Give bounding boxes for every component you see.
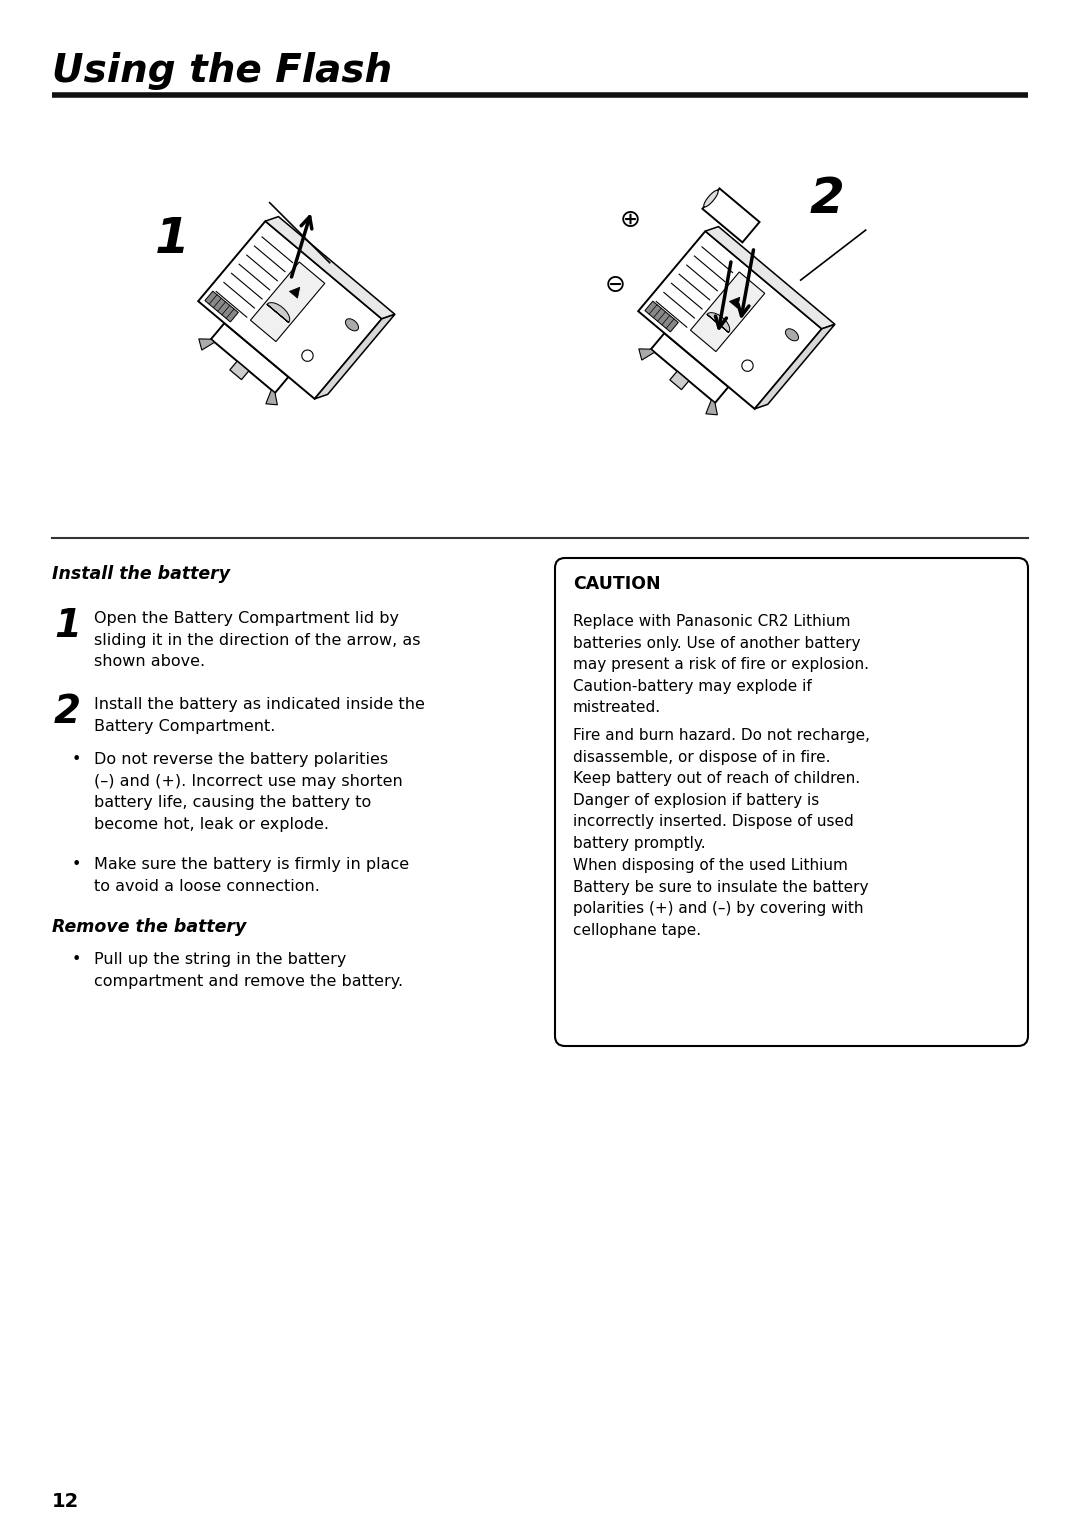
Polygon shape <box>785 329 798 341</box>
Polygon shape <box>742 359 753 372</box>
Polygon shape <box>301 350 313 361</box>
Text: Replace with Panasonic CR2 Lithium
batteries only. Use of another battery
may pr: Replace with Panasonic CR2 Lithium batte… <box>573 615 869 716</box>
Text: Do not reverse the battery polarities
(–) and (+). Incorrect use may shorten
bat: Do not reverse the battery polarities (–… <box>94 752 403 832</box>
Polygon shape <box>705 226 835 329</box>
Polygon shape <box>638 231 822 408</box>
Text: Make sure the battery is firmly in place
to avoid a loose connection.: Make sure the battery is firmly in place… <box>94 856 409 893</box>
Text: Install the battery as indicated inside the
Battery Compartment.: Install the battery as indicated inside … <box>94 697 424 734</box>
Text: Pull up the string in the battery
compartment and remove the battery.: Pull up the string in the battery compar… <box>94 953 403 989</box>
Text: 1: 1 <box>156 216 190 263</box>
Polygon shape <box>690 272 765 352</box>
Polygon shape <box>314 315 395 399</box>
Polygon shape <box>729 297 740 309</box>
Text: Fire and burn hazard. Do not recharge,
disassemble, or dispose of in fire.
Keep : Fire and burn hazard. Do not recharge, d… <box>573 728 870 852</box>
Polygon shape <box>267 303 289 323</box>
Polygon shape <box>707 312 730 333</box>
Text: Install the battery: Install the battery <box>52 566 230 583</box>
Text: ⊖: ⊖ <box>605 274 625 297</box>
Polygon shape <box>211 323 288 393</box>
Polygon shape <box>706 401 717 414</box>
Polygon shape <box>346 318 359 330</box>
Text: •: • <box>72 856 81 872</box>
Polygon shape <box>266 390 278 405</box>
Polygon shape <box>702 188 759 243</box>
Text: When disposing of the used Lithium
Battery be sure to insulate the battery
polar: When disposing of the used Lithium Batte… <box>573 858 868 937</box>
Polygon shape <box>638 349 654 361</box>
Polygon shape <box>704 190 718 206</box>
Text: 1: 1 <box>54 607 81 645</box>
Text: 2: 2 <box>54 693 81 731</box>
Polygon shape <box>199 222 382 399</box>
Text: CAUTION: CAUTION <box>573 575 661 593</box>
Text: Open the Battery Compartment lid by
sliding it in the direction of the arrow, as: Open the Battery Compartment lid by slid… <box>94 612 420 670</box>
Polygon shape <box>645 301 678 332</box>
Text: •: • <box>72 953 81 966</box>
Polygon shape <box>199 339 215 350</box>
Polygon shape <box>651 333 728 404</box>
Polygon shape <box>251 261 325 341</box>
Polygon shape <box>230 361 248 379</box>
Text: •: • <box>72 752 81 768</box>
Text: Using the Flash: Using the Flash <box>52 52 392 90</box>
Text: ⊕: ⊕ <box>620 208 640 232</box>
Text: 12: 12 <box>52 1492 79 1511</box>
Polygon shape <box>755 324 835 408</box>
Text: Remove the battery: Remove the battery <box>52 917 246 936</box>
Polygon shape <box>289 287 300 298</box>
Text: 2: 2 <box>810 174 845 223</box>
Polygon shape <box>670 372 689 390</box>
Polygon shape <box>205 291 239 323</box>
Polygon shape <box>266 217 395 320</box>
